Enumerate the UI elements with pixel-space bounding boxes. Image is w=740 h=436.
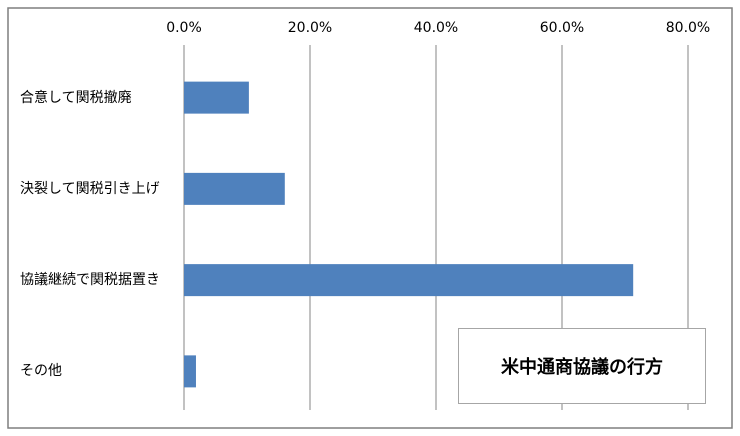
- x-tick-label: 40.0%: [414, 20, 458, 36]
- bar: [184, 172, 285, 205]
- y-tick-label: 合意して関税撤廃: [20, 89, 132, 106]
- bar: [184, 264, 634, 297]
- y-tick-label: 決裂して関税引き上げ: [20, 180, 160, 197]
- bar: [184, 355, 196, 388]
- x-tick-label: 20.0%: [288, 20, 332, 36]
- x-tick-label: 60.0%: [540, 20, 584, 36]
- bar: [184, 81, 249, 114]
- x-tick-label: 0.0%: [166, 20, 202, 36]
- x-tick-label: 80.0%: [666, 20, 710, 36]
- y-tick-label: 協議継続で関税据置き: [20, 272, 160, 289]
- chart-title: 米中通商協議の行方: [458, 328, 706, 404]
- y-tick-label: その他: [20, 363, 62, 380]
